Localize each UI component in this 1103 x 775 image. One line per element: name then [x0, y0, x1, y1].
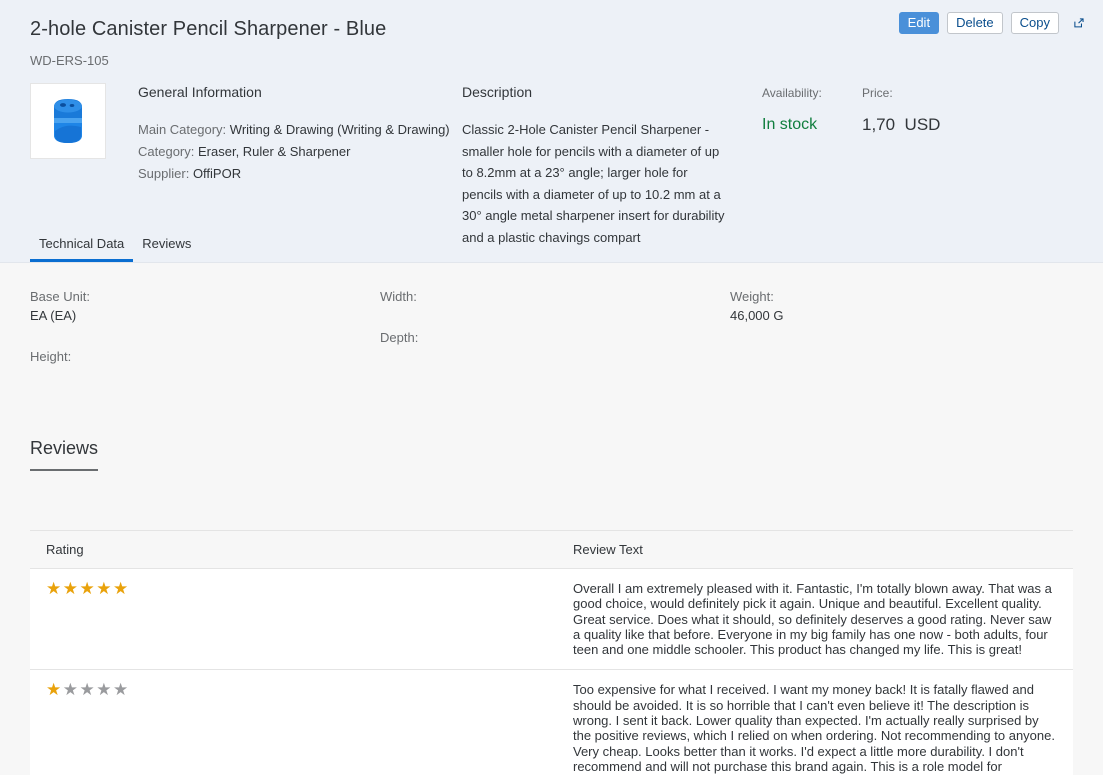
technical-column-1: Base Unit: EA (EA) Height: — [30, 287, 380, 388]
price-amount: 1,70 — [862, 115, 896, 134]
field-label: Weight: — [730, 289, 774, 304]
rating-cell: ★★★★★ — [30, 568, 557, 671]
review-text: Too expensive for what I received. I wan… — [573, 682, 1055, 775]
general-information-title: General Information — [138, 84, 262, 100]
reviews-section: Reviews Rating Review Text ★★★★★ — [0, 414, 1103, 775]
field-width: Width: — [380, 287, 730, 306]
field-height: Height: — [30, 347, 380, 366]
field-category: Category: Eraser, Ruler & Sharpener — [138, 141, 462, 163]
status-badge: In stock — [762, 116, 818, 133]
header-actions: Edit Delete Copy — [898, 12, 1091, 34]
price-currency: USD — [904, 115, 941, 134]
product-image — [30, 83, 106, 159]
rating-stars: ★★★★★ — [46, 680, 130, 700]
reviews-section-title: Reviews — [30, 436, 99, 471]
field-base-unit: Base Unit: EA (EA) — [30, 287, 380, 325]
copy-button[interactable]: Copy — [1010, 12, 1059, 34]
edit-button[interactable]: Edit — [898, 12, 940, 34]
field-label: Depth: — [380, 330, 419, 345]
general-information-group: General Information Main Category: Writi… — [134, 83, 462, 248]
object-page-header: 2-hole Canister Pencil Sharpener - Blue … — [0, 0, 1103, 263]
reviews-table-toolbar — [30, 491, 1073, 531]
description-text: Classic 2-Hole Canister Pencil Sharpener… — [462, 122, 725, 245]
tab-reviews[interactable]: Reviews — [142, 236, 192, 251]
column-header-rating[interactable]: Rating — [30, 531, 557, 569]
description-title: Description — [462, 84, 533, 100]
delete-button[interactable]: Delete — [947, 12, 1003, 34]
technical-column-2: Width: Depth: — [380, 287, 730, 388]
field-value: 46,000 G — [730, 308, 784, 323]
field-label: Category: — [138, 144, 195, 159]
table-row[interactable]: ★★★★★ Too expensive for what I received.… — [30, 669, 1073, 775]
rating-stars: ★★★★★ — [46, 579, 130, 598]
field-label: Main Category: — [138, 122, 227, 137]
review-text-cell: Overall I am extremely pleased with it. … — [557, 568, 1073, 671]
title-area: 2-hole Canister Pencil Sharpener - Blue … — [0, 0, 1103, 69]
page-title: 2-hole Canister Pencil Sharpener - Blue — [30, 18, 387, 40]
technical-column-3: Weight: 46,000 G — [730, 287, 1073, 388]
availability-group: Availability: In stock — [762, 83, 862, 248]
field-label: Base Unit: — [30, 289, 90, 304]
page-subtitle: WD-ERS-105 — [30, 53, 109, 68]
description-group: Description Classic 2-Hole Canister Penc… — [462, 83, 762, 248]
review-text-cell: Too expensive for what I received. I wan… — [557, 669, 1073, 775]
table-header-row: Rating Review Text — [30, 531, 1073, 569]
column-header-review-text[interactable]: Review Text — [557, 531, 1073, 569]
reviews-table: Rating Review Text ★★★★★ Overall I am ex… — [30, 531, 1073, 775]
price-group: Price: 1,70 USD — [862, 83, 1022, 248]
field-value: Writing & Drawing (Writing & Drawing) — [229, 122, 450, 137]
page-content: Base Unit: EA (EA) Height: Width: Depth:… — [0, 263, 1103, 775]
share-icon[interactable] — [1067, 12, 1091, 34]
rating-cell: ★★★★★ — [30, 669, 557, 775]
field-supplier: Supplier: OffiPOR — [138, 163, 462, 185]
field-label: Supplier: — [138, 166, 190, 181]
field-value: Eraser, Ruler & Sharpener — [198, 144, 351, 159]
field-label: Width: — [380, 289, 417, 304]
reviews-table-wrapper: Rating Review Text ★★★★★ Overall I am ex… — [30, 491, 1073, 775]
availability-label: Availability: — [762, 86, 822, 100]
pencil-sharpener-icon — [54, 99, 82, 143]
field-label: Height: — [30, 349, 72, 364]
field-main-category: Main Category: Writing & Drawing (Writin… — [138, 119, 462, 141]
table-row[interactable]: ★★★★★ Overall I am extremely pleased wit… — [30, 568, 1073, 671]
review-text: Overall I am extremely pleased with it. … — [573, 581, 1052, 658]
tab-bar: Technical Data Reviews — [0, 222, 1103, 262]
field-weight: Weight: 46,000 G — [730, 287, 1073, 325]
header-content: General Information Main Category: Writi… — [0, 69, 1103, 248]
field-depth: Depth: — [380, 328, 730, 347]
thumbnail-column — [30, 83, 134, 248]
price-value: 1,70 USD — [862, 115, 1022, 135]
price-label: Price: — [862, 86, 893, 100]
field-value: OffiPOR — [192, 166, 242, 181]
field-value: EA (EA) — [30, 308, 77, 323]
tab-technical-data[interactable]: Technical Data — [30, 236, 134, 262]
technical-data-section: Base Unit: EA (EA) Height: Width: Depth:… — [0, 263, 1103, 414]
